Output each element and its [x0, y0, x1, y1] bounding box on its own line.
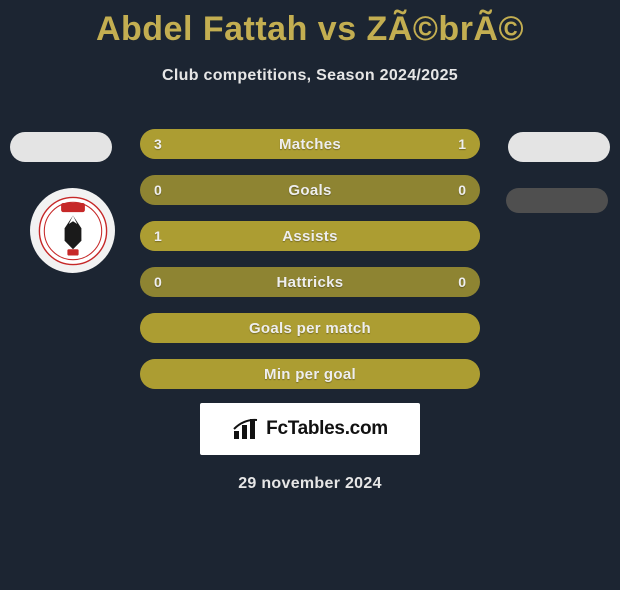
page-title: Abdel Fattah vs ZÃ©brÃ© [0, 10, 620, 49]
stat-value-left: 0 [154, 175, 162, 205]
stat-value-right: 0 [458, 175, 466, 205]
stat-label: Assists [140, 221, 480, 251]
stat-row: Assists1 [140, 221, 480, 251]
stat-value-left: 1 [154, 221, 162, 251]
stat-label: Goals [140, 175, 480, 205]
player-right-avatar [508, 132, 610, 162]
footer-date: 29 november 2024 [0, 475, 620, 493]
stat-label: Min per goal [140, 359, 480, 389]
club-right-badge [506, 188, 608, 213]
stat-value-right: 0 [458, 267, 466, 297]
club-left-badge [30, 188, 115, 273]
stat-label: Goals per match [140, 313, 480, 343]
stat-row: Hattricks0 0 [140, 267, 480, 297]
stat-value-right: 1 [458, 129, 466, 159]
stat-value-left: 0 [154, 267, 162, 297]
footer-logo: FcTables.com [200, 403, 420, 455]
stats-container: Matches31Goals00Assists1Hattricks00Goals… [140, 129, 480, 389]
stat-row: Min per goal [140, 359, 480, 389]
chart-icon [232, 417, 260, 441]
stat-row: Goals0 0 [140, 175, 480, 205]
stat-row: Matches3 1 [140, 129, 480, 159]
footer-brand-text: FcTables.com [266, 418, 388, 440]
page-subtitle: Club competitions, Season 2024/2025 [0, 67, 620, 85]
player-left-avatar [10, 132, 112, 162]
stat-row: Goals per match [140, 313, 480, 343]
stat-value-left: 3 [154, 129, 162, 159]
stat-label: Hattricks [140, 267, 480, 297]
stat-label: Matches [140, 129, 480, 159]
